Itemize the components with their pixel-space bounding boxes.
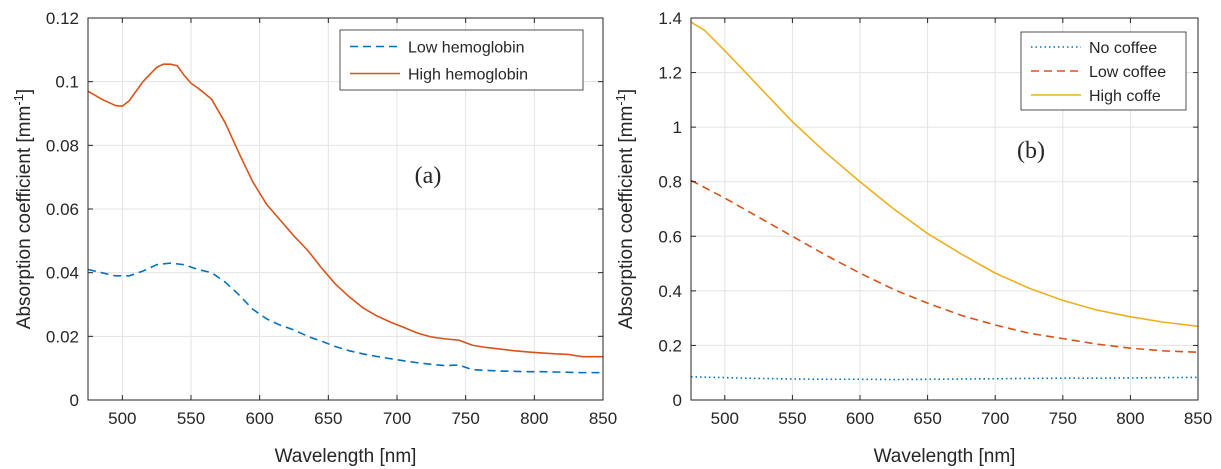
x-axis-title: Wavelength [nm]	[275, 446, 417, 467]
y-tick-label: 0.08	[46, 136, 79, 155]
y-tick-label: 0.6	[658, 227, 682, 246]
x-axis-title: Wavelength [nm]	[874, 446, 1016, 467]
x-tick-label: 700	[383, 409, 411, 428]
axes-box	[690, 17, 1199, 401]
x-tick-label: 550	[177, 409, 205, 428]
y-axis-title: Absorption coefficient [mm-1]	[11, 89, 35, 329]
chart-panel-a: 500 550 600 650 700 750 800 850 0 0.02 0.04 0.06 0.0…	[11, 9, 617, 467]
y-tick-label: 0.1	[55, 73, 79, 92]
y-tick-label: 0	[673, 391, 682, 410]
y-axis-title: Absorption coefficient [mm-1]	[613, 89, 637, 329]
series-line-no-coffee	[691, 376, 1198, 381]
series-line-high-coffe	[691, 21, 1198, 328]
y-tick-label: 1.4	[658, 9, 682, 28]
y-tick-label: 0.4	[658, 282, 682, 301]
x-tick-label: 850	[589, 409, 617, 428]
panel-label: (b)	[1017, 138, 1045, 164]
legend-label: Low coffee	[1089, 64, 1166, 81]
x-tick-label: 750	[451, 409, 479, 428]
x-tick-label: 550	[778, 409, 806, 428]
legend: Low hemoglobin High hemoglobin	[339, 29, 584, 91]
panel-label: (a)	[415, 163, 442, 189]
y-tick-label: 0.8	[658, 173, 682, 192]
y-tick-label: 0.04	[46, 264, 79, 283]
x-tick-label: 600	[846, 409, 874, 428]
legend-label: High coffe	[1089, 88, 1161, 105]
series-line-high-hemoglobin	[88, 63, 603, 358]
series-line-low-coffee	[691, 179, 1198, 354]
y-tick-label: 0.2	[658, 336, 682, 355]
legend-box	[339, 29, 584, 91]
x-tick-label: 850	[1184, 409, 1212, 428]
x-tick-label: 650	[913, 409, 941, 428]
y-tick-label: 0.12	[46, 9, 79, 28]
x-tick-label: 600	[245, 409, 273, 428]
x-tick-label: 500	[108, 409, 136, 428]
legend: No coffee Low coffee High coffe	[1020, 31, 1187, 111]
x-tick-label: 800	[520, 409, 548, 428]
y-tick-label: 0.06	[46, 200, 79, 219]
x-tick-label: 750	[1049, 409, 1077, 428]
x-tick-label: 650	[314, 409, 342, 428]
legend-label: Low hemoglobin	[408, 40, 525, 57]
legend-label: No coffee	[1089, 40, 1157, 57]
x-tick-label: 800	[1116, 409, 1144, 428]
y-tick-label: 0	[70, 391, 79, 410]
series-line-low-hemoglobin	[88, 262, 603, 374]
y-tick-label: 1.2	[658, 64, 682, 83]
legend-label: High hemoglobin	[408, 67, 528, 84]
x-tick-label: 500	[711, 409, 739, 428]
x-tick-label: 700	[981, 409, 1009, 428]
chart-panel-b: 500 550 600 650 700 750 800 850 0 0.2 0.4 0.6 0.8 1 1.…	[613, 9, 1212, 467]
y-tick-label: 0.02	[46, 327, 79, 346]
y-tick-label: 1	[673, 118, 682, 137]
